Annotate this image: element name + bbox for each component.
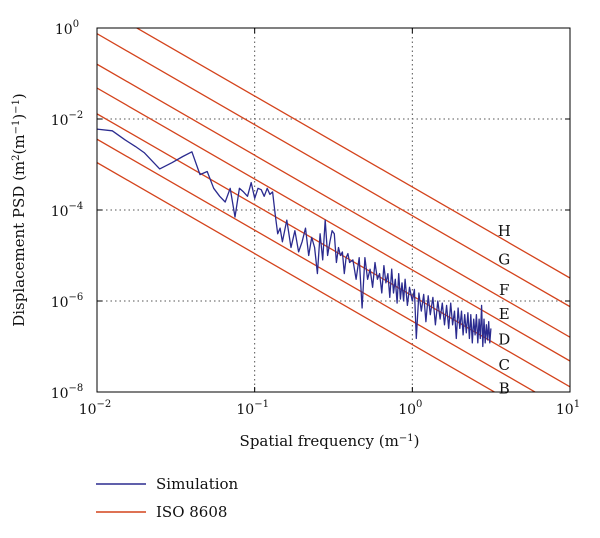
y-tick-label: 10−2	[51, 110, 84, 129]
iso-line-f	[97, 63, 570, 338]
x-axis-label-tail: )	[414, 432, 420, 450]
iso-class-label-c: C	[499, 356, 510, 374]
y-tick-label: 100	[55, 19, 79, 38]
x-tick-label: 10−1	[236, 399, 269, 418]
y-tick-base: 10	[51, 113, 69, 129]
x-axis-label-text: Spatial frequency (m	[240, 432, 399, 450]
simulation-layer	[96, 128, 492, 348]
y-axis-label-text: Displacement PSD (m	[10, 161, 28, 327]
y-tick-exp: −2	[69, 110, 84, 121]
y-axis-label-end: )	[10, 93, 28, 99]
legend-iso-label: ISO 8608	[156, 503, 227, 521]
x-tick-exp: −2	[97, 399, 112, 410]
x-tick-base: 10	[79, 402, 97, 418]
y-tick-exp: −8	[69, 383, 84, 394]
iso-class-label-g: G	[498, 250, 510, 268]
x-tick-label: 100	[398, 399, 422, 418]
iso-line-e	[97, 87, 570, 362]
simulation-series-line	[96, 128, 492, 348]
x-tick-label: 101	[556, 399, 580, 418]
iso-line-c	[97, 138, 537, 392]
y-tick-base: 10	[51, 295, 69, 311]
x-axis-label-sup: −1	[399, 433, 414, 444]
iso-line-g	[97, 33, 570, 308]
x-tick-base: 10	[556, 402, 574, 418]
x-tick-base: 10	[236, 402, 254, 418]
iso-line-h	[135, 28, 570, 279]
iso-class-label-b: B	[499, 379, 510, 397]
y-tick-exp: −4	[69, 201, 84, 212]
x-axis-label: Spatial frequency (m−1)	[240, 432, 420, 450]
x-tick-base: 10	[398, 402, 416, 418]
y-axis-label-sup2: −1	[11, 120, 22, 135]
y-tick-base: 10	[55, 22, 73, 38]
iso-line-d	[97, 113, 570, 388]
x-tick-exp: 1	[574, 399, 580, 410]
legend-simulation-label: Simulation	[156, 475, 239, 493]
y-tick-label: 10−4	[51, 201, 84, 220]
iso-class-label-f: F	[499, 281, 509, 299]
iso-class-label-d: D	[498, 331, 510, 349]
iso-class-label-e: E	[499, 305, 510, 323]
x-tick-label: 10−2	[79, 399, 112, 418]
y-axis-label-tail: )	[10, 114, 28, 120]
iso-class-label-h: H	[498, 222, 511, 240]
y-tick-base: 10	[51, 386, 69, 402]
y-tick-base: 10	[51, 204, 69, 220]
iso-line-b	[97, 162, 496, 392]
iso-lines-layer	[97, 28, 570, 392]
y-tick-exp: 0	[73, 19, 79, 30]
y-tick-label: 10−6	[51, 292, 84, 311]
y-axis-label-sup3: −1	[11, 99, 22, 114]
y-axis-label: Displacement PSD (m2(m−1)−1)	[10, 93, 28, 327]
y-tick-label: 10−8	[51, 383, 84, 402]
x-tick-exp: −1	[254, 399, 269, 410]
y-tick-exp: −6	[69, 292, 84, 303]
y-axis-label-mid: (m	[10, 134, 28, 154]
legend: Simulation ISO 8608	[96, 475, 239, 521]
y-axis-label-sup1: 2	[11, 154, 22, 160]
x-tick-exp: 0	[416, 399, 422, 410]
